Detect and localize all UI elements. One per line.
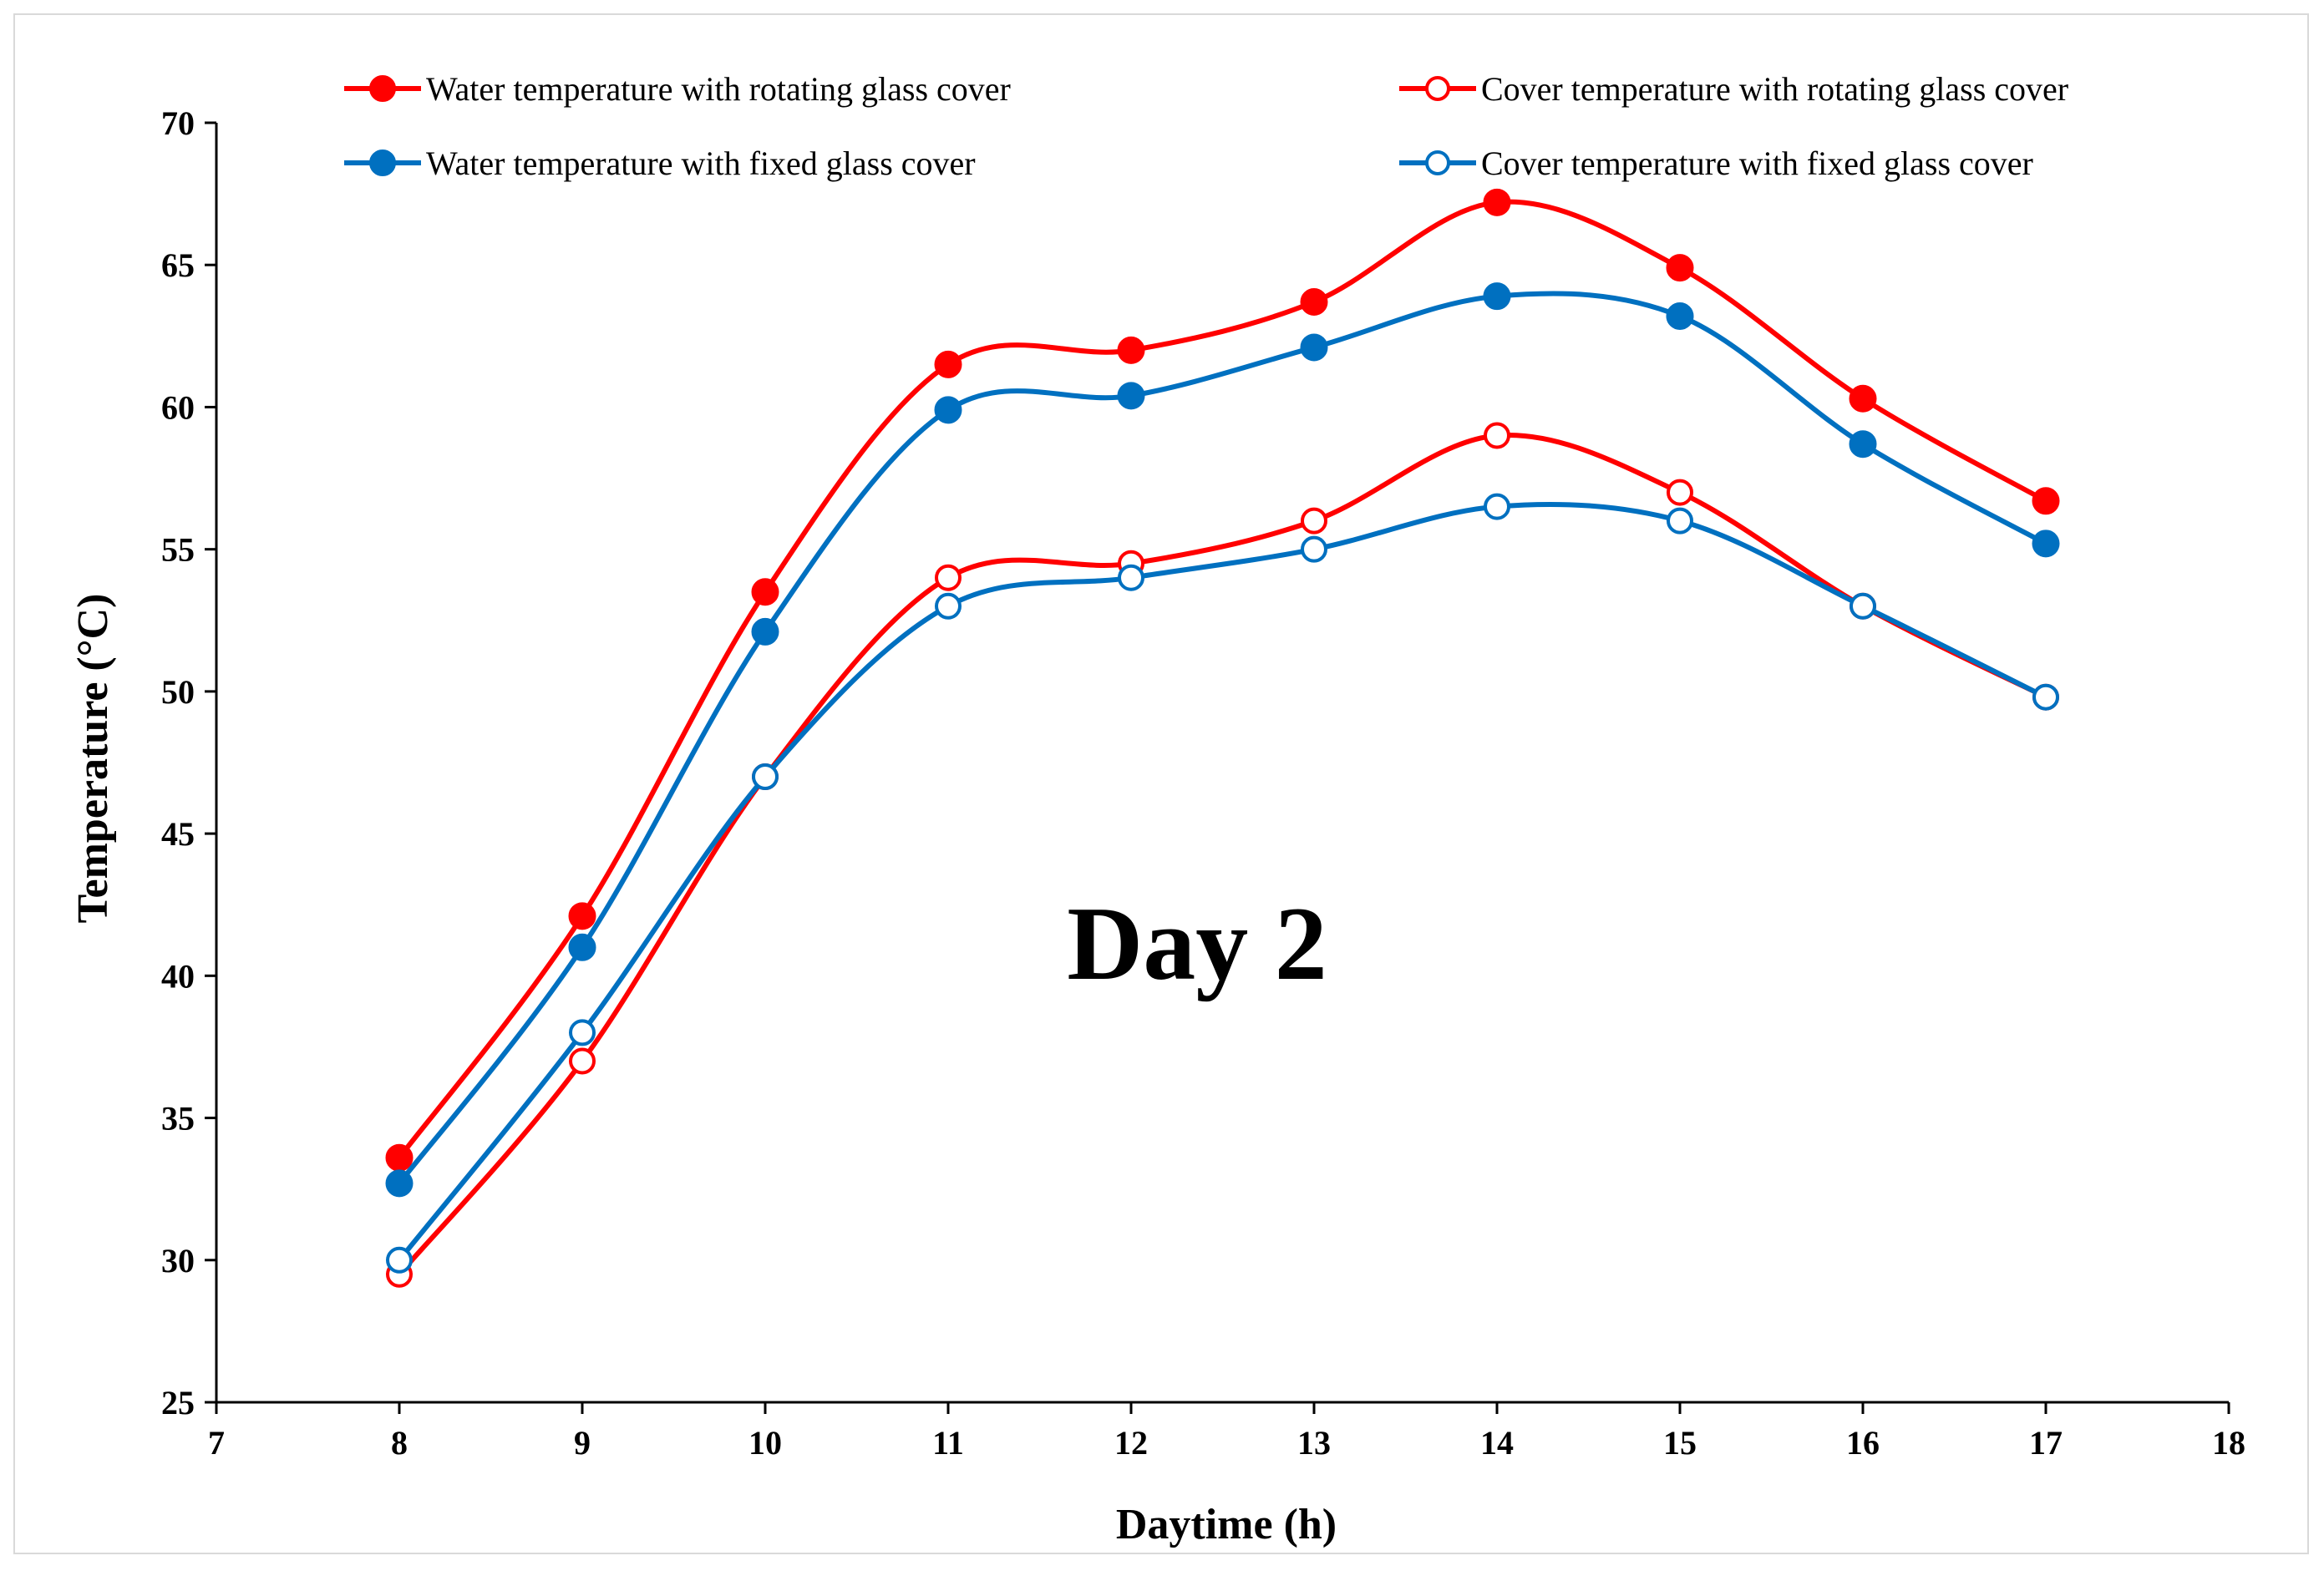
data-point (2032, 487, 2060, 515)
data-point (1667, 507, 1693, 535)
legend-label: Water temperature with rotating glass co… (426, 70, 1011, 108)
x-tick-label: 10 (748, 1424, 782, 1462)
data-point (934, 396, 962, 424)
data-point (385, 1169, 414, 1198)
series-2 (385, 282, 2060, 1198)
legend-item-water-rotating: Water temperature with rotating glass co… (344, 70, 1011, 108)
data-point (1483, 188, 1511, 216)
legend-marker-open (1425, 76, 1450, 101)
legend-item-cover-rotating: Cover temperature with rotating glass co… (1399, 70, 2068, 108)
y-tick-label: 40 (161, 957, 195, 995)
legend-item-water-fixed: Water temperature with fixed glass cover (344, 144, 976, 182)
data-point (1484, 493, 1510, 520)
y-axis-title: Temperature (°C) (69, 594, 117, 924)
data-point (752, 763, 779, 791)
x-tick-label: 13 (1297, 1424, 1331, 1462)
data-point (2032, 683, 2059, 711)
data-point (569, 1047, 596, 1075)
y-tick-label: 50 (161, 673, 195, 711)
data-point (568, 933, 596, 961)
series-line (397, 432, 2048, 1277)
legend-marker-filled (369, 149, 396, 176)
series-3 (386, 493, 2059, 1274)
x-tick-label: 8 (391, 1424, 408, 1462)
legend-label: Cover temperature with rotating glass co… (1481, 70, 2068, 108)
data-point (1117, 336, 1145, 364)
series-0 (385, 188, 2060, 1172)
data-point (751, 578, 779, 606)
legend-marker-open (1425, 150, 1450, 175)
legend-item-cover-fixed: Cover temperature with fixed glass cover (1399, 144, 2033, 182)
data-point (935, 592, 962, 620)
data-point (568, 902, 596, 930)
x-tick-label: 18 (2212, 1424, 2245, 1462)
data-point (935, 564, 962, 591)
x-tick-label: 16 (1846, 1424, 1880, 1462)
y-tick-label: 60 (161, 388, 195, 426)
data-point (934, 350, 962, 378)
data-point (1483, 282, 1511, 311)
legend-label: Cover temperature with fixed glass cover (1481, 144, 2033, 182)
x-tick-label: 17 (2029, 1424, 2063, 1462)
x-tick-label: 7 (208, 1424, 225, 1462)
series-line (397, 199, 2048, 1161)
series-layer (385, 188, 2060, 1288)
data-point (1849, 384, 1877, 413)
data-point (1117, 382, 1145, 410)
x-tick-label: 11 (932, 1424, 964, 1462)
series-line (397, 502, 2048, 1263)
x-tick-label: 15 (1663, 1424, 1697, 1462)
y-tick-label: 25 (161, 1384, 195, 1421)
legend-label: Water temperature with fixed glass cover (426, 144, 976, 182)
data-point (1301, 507, 1327, 535)
x-axis-title: Daytime (h) (1116, 1501, 1337, 1548)
x-tick-label: 9 (574, 1424, 591, 1462)
data-point (1300, 287, 1328, 316)
legend-marker-filled (369, 75, 396, 102)
data-point (1666, 302, 1694, 331)
data-point (1849, 430, 1877, 459)
data-point (569, 1019, 596, 1046)
data-point (1484, 422, 1510, 449)
chart-annotation: Day 2 (1067, 886, 1327, 1002)
data-point (1667, 479, 1693, 506)
data-point (385, 1143, 414, 1172)
data-point (386, 1246, 413, 1274)
x-tick-label: 12 (1114, 1424, 1148, 1462)
data-point (1666, 254, 1694, 282)
y-tick-label: 30 (161, 1242, 195, 1279)
y-tick-label: 35 (161, 1100, 195, 1138)
y-tick-label: 70 (161, 104, 195, 142)
series-line (397, 291, 2048, 1186)
data-point (1301, 535, 1327, 563)
y-tick-label: 55 (161, 531, 195, 569)
data-point (1118, 564, 1144, 591)
y-tick-label: 45 (161, 815, 195, 853)
x-tick-label: 14 (1480, 1424, 1514, 1462)
y-tick-label: 65 (161, 246, 195, 284)
data-point (2032, 530, 2060, 558)
data-point (751, 617, 779, 646)
data-point (1850, 592, 1876, 620)
axes: 25 30 35 40 45 50 55 60 65 70 7 8 9 10 11 12 13 14 15 16 17 1… (161, 104, 2245, 1462)
data-point (1300, 333, 1328, 362)
legend: Water temperature with rotating glass co… (344, 70, 2068, 182)
chart-frame (13, 13, 2309, 1554)
